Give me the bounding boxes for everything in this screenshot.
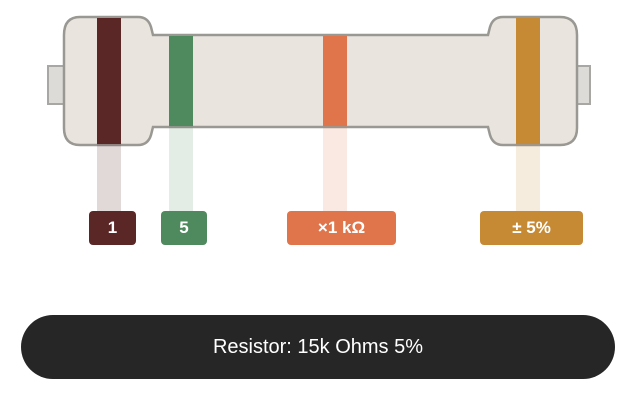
- band-multiplier-connector: [323, 125, 347, 211]
- resistor-body: [62, 15, 579, 147]
- band-1[interactable]: [97, 18, 121, 144]
- band-2-label[interactable]: 5: [161, 211, 207, 245]
- band-2[interactable]: [169, 36, 193, 126]
- result-bar: Resistor: 15k Ohms 5%: [21, 315, 615, 379]
- band-multiplier[interactable]: [323, 36, 347, 126]
- band-1-label[interactable]: 1: [89, 211, 136, 245]
- band-2-connector: [169, 125, 193, 211]
- band-tolerance-connector: [516, 143, 540, 211]
- band-tolerance[interactable]: [516, 18, 540, 144]
- band-tolerance-label[interactable]: ± 5%: [480, 211, 583, 245]
- band-1-connector: [97, 143, 121, 211]
- band-multiplier-label[interactable]: ×1 kΩ: [287, 211, 396, 245]
- result-text: Resistor: 15k Ohms 5%: [212, 335, 424, 358]
